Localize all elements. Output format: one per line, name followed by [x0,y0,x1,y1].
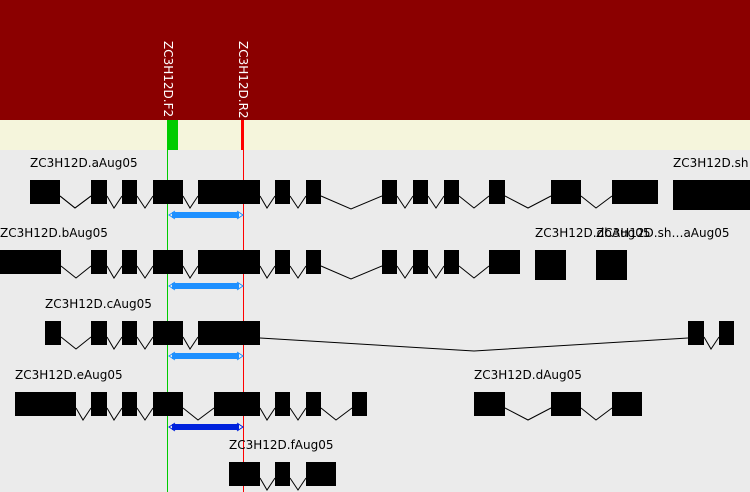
product-bar [172,212,239,218]
primer-ruler-svg [0,120,750,150]
exon [229,462,260,486]
exon [153,250,183,274]
exon [275,250,290,274]
transcript-dAug05[interactable] [474,392,642,421]
exon [214,392,260,416]
product-arrows [168,422,244,432]
pcr-product-4[interactable] [168,422,244,432]
transcript-label-fAug05[interactable]: ZC3H12D.fAug05 [229,438,334,452]
exon [45,321,61,345]
transcript-eAug05[interactable] [15,392,367,421]
transcript-label-dAug05[interactable]: ZC3H12D.dAug05 [474,368,582,382]
exon [489,250,520,274]
ruler-background [0,120,750,150]
exon [382,180,397,204]
exon [474,392,505,416]
primer-label-f2: ZC3H12D.F2 [161,41,175,118]
exon-sh [673,180,750,210]
intron-lines [59,195,92,209]
transcript-fAug05[interactable] [229,462,336,491]
transcript-label-sh-aAug05[interactable]: ZC3H12D.sh…aAug05 [596,226,730,240]
exon [153,321,183,345]
pcr-product-1[interactable] [168,210,244,220]
exon-db [596,250,627,280]
exon [382,250,397,274]
transcript-label-aAug05[interactable]: ZC3H12D.aAug05 [30,156,138,170]
exon [489,180,505,204]
intron-path [259,477,307,491]
exon [198,180,260,204]
exon [275,392,290,416]
exon [122,250,137,274]
gene-model-svg [0,150,750,492]
transcript-label-eAug05[interactable]: ZC3H12D.eAug05 [15,368,123,382]
exon [306,392,321,416]
header-band: ZC3H12D.F2 ZC3H12D.R2 [0,0,750,120]
pcr-product-2[interactable] [168,281,244,291]
exon [275,180,290,204]
exon [153,180,183,204]
primer-reverse-marker[interactable] [241,120,244,150]
exon [612,180,658,204]
product-bar [172,353,239,359]
primer-forward-marker[interactable] [167,120,178,150]
transcript-label-dbAug05[interactable]: ZC3H12D.dbAug05 [535,226,651,240]
exon [198,321,260,345]
transcript-label-bAug05[interactable]: ZC3H12D.bAug05 [0,226,108,240]
intron-path [75,407,353,421]
transcript-label-cAug05[interactable]: ZC3H12D.cAug05 [45,297,152,311]
exon [0,250,61,274]
product-bar [172,283,239,289]
intron-path [60,265,490,280]
exon [91,321,107,345]
exon [352,392,367,416]
exon [122,180,137,204]
exon [122,321,137,345]
product-arrows [168,210,244,220]
exon [612,392,642,416]
exon [122,392,137,416]
exon [688,321,704,345]
exon [198,250,260,274]
primer-label-r2: ZC3H12D.R2 [236,41,250,119]
exon [551,180,581,204]
exon [444,250,459,274]
exon [413,250,428,274]
product-arrows [168,351,244,361]
exon [413,180,428,204]
exon [275,462,290,486]
exon [306,180,321,204]
product-arrows [168,281,244,291]
transcript-cAug05[interactable] [45,321,734,352]
exon [91,392,107,416]
pcr-product-3[interactable] [168,351,244,361]
exon [15,392,76,416]
exon [306,250,321,274]
exon [153,392,183,416]
gene-tracks: ZC3H12D.aAug05 ZC3H12D.sh ZC3H12D.bAug05… [0,150,750,492]
transcript-bAug05[interactable] [0,250,627,280]
exon [91,250,107,274]
exon [719,321,734,345]
exon [306,462,336,486]
intron-path [59,195,613,210]
transcript-label-sh[interactable]: ZC3H12D.sh [673,156,749,170]
exon-db [535,250,566,280]
exon [444,180,459,204]
exon [30,180,60,204]
intron-path [504,407,613,421]
transcript-aAug05[interactable] [30,180,750,210]
intron-path [60,336,720,352]
product-bar [172,424,239,430]
exon [91,180,107,204]
primer-ruler [0,120,750,150]
exon [551,392,581,416]
